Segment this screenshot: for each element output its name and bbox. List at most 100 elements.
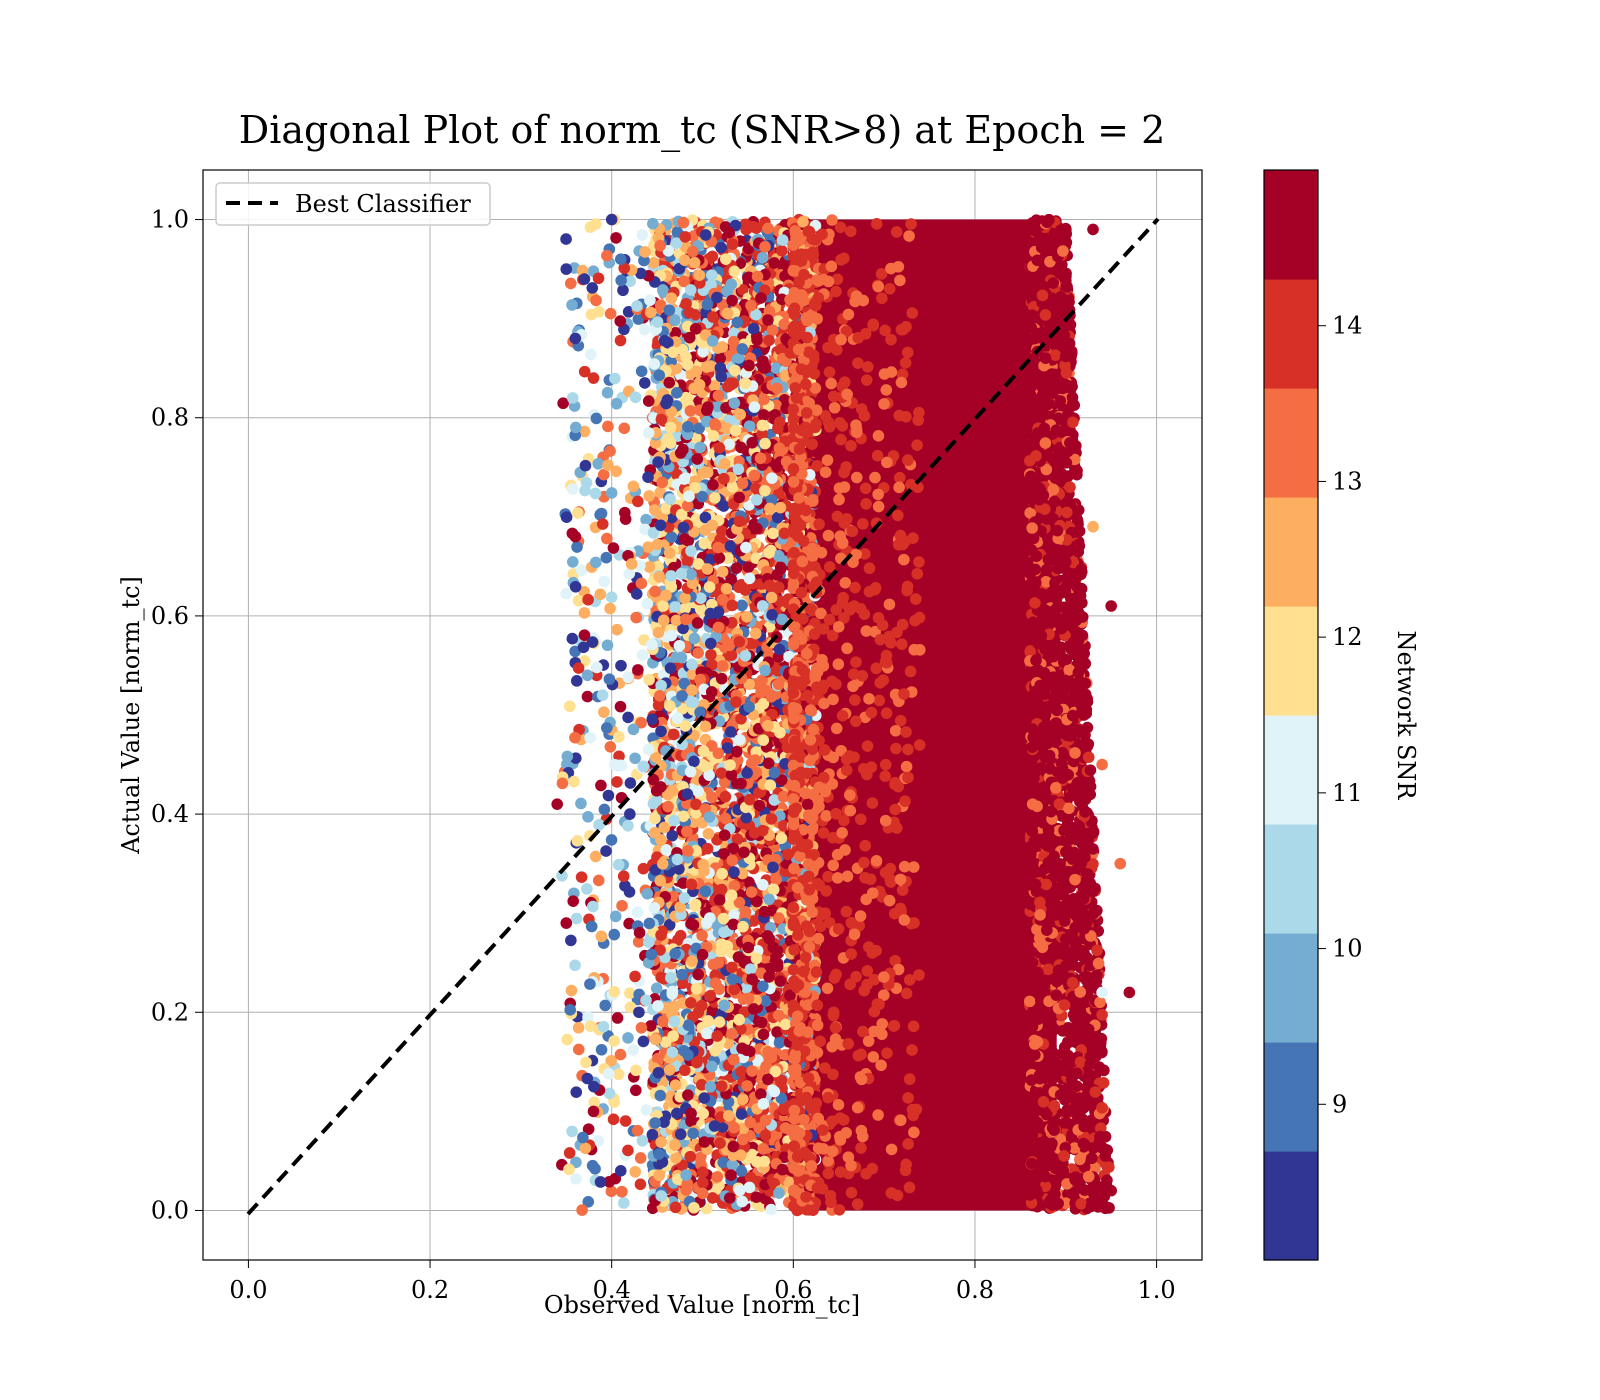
scatter-point bbox=[744, 963, 757, 975]
scatter-point bbox=[699, 885, 712, 898]
scatter-point bbox=[704, 990, 717, 1002]
scatter-point bbox=[674, 1128, 687, 1140]
scatter-point bbox=[669, 314, 681, 327]
scatter-point bbox=[716, 660, 729, 672]
scatter-point bbox=[724, 1192, 736, 1204]
scatter-point bbox=[694, 592, 707, 604]
scatter-point bbox=[725, 649, 738, 662]
scatter-point bbox=[653, 571, 666, 583]
scatter-point bbox=[750, 222, 763, 234]
scatter-point bbox=[737, 1093, 749, 1106]
scatter-point bbox=[735, 1108, 748, 1120]
scatter-point bbox=[654, 874, 667, 887]
scatter-point bbox=[756, 878, 769, 891]
scatter-point bbox=[663, 376, 676, 389]
scatter-point bbox=[725, 889, 738, 901]
scatter-point bbox=[776, 1163, 789, 1176]
scatter-point bbox=[685, 1107, 697, 1120]
scatter-point bbox=[666, 829, 679, 842]
scatter-point bbox=[669, 947, 681, 960]
scatter-point bbox=[763, 971, 775, 983]
scatter-point bbox=[735, 1065, 748, 1078]
scatter-point bbox=[654, 486, 666, 499]
scatter-point bbox=[681, 788, 694, 800]
scatter-point bbox=[694, 441, 706, 454]
scatter-point bbox=[743, 1181, 756, 1194]
scatter-point bbox=[717, 500, 730, 512]
scatter-point bbox=[740, 218, 752, 231]
scatter-point bbox=[712, 541, 724, 554]
scatter-point bbox=[756, 251, 769, 264]
scatter-point bbox=[729, 424, 742, 437]
scatter-point bbox=[689, 900, 701, 912]
scatter-point bbox=[704, 1081, 717, 1093]
scatter-point bbox=[762, 222, 774, 235]
scatter-point bbox=[666, 784, 679, 797]
scatter-point bbox=[655, 413, 668, 426]
scatter-point bbox=[667, 346, 679, 358]
scatter-point bbox=[766, 609, 778, 621]
scatter-point bbox=[649, 585, 661, 598]
scatter-point bbox=[664, 972, 677, 984]
scatter-point bbox=[688, 256, 701, 269]
scatter-point bbox=[725, 961, 738, 974]
scatter-point bbox=[739, 377, 752, 390]
scatter-point bbox=[680, 1184, 693, 1196]
scatter-point bbox=[715, 241, 727, 254]
scatter-point bbox=[711, 1030, 724, 1042]
scatter-point bbox=[757, 409, 770, 421]
scatter-point bbox=[749, 627, 762, 640]
scatter-point bbox=[712, 389, 725, 402]
scatter-point bbox=[686, 955, 698, 967]
scatter-point bbox=[724, 540, 737, 552]
scatter-point bbox=[669, 601, 681, 613]
scatter-point bbox=[706, 1060, 718, 1073]
scatter-point bbox=[767, 861, 779, 874]
scatter-point bbox=[705, 269, 718, 281]
scatter-point bbox=[708, 1120, 721, 1132]
scatter-point bbox=[733, 1013, 746, 1026]
scatter-point bbox=[697, 745, 710, 758]
scatter-point bbox=[707, 958, 720, 971]
scatter-point bbox=[686, 658, 698, 671]
scatter-point bbox=[706, 519, 719, 532]
scatter-point bbox=[690, 982, 703, 995]
scatter-point bbox=[738, 846, 750, 859]
scatter-point bbox=[684, 405, 697, 417]
scatter-point bbox=[776, 244, 788, 257]
scatter-point bbox=[750, 952, 763, 965]
scatter-point bbox=[773, 1187, 785, 1199]
scatter-point bbox=[705, 648, 717, 661]
scatter-point bbox=[698, 537, 711, 550]
scatter-point bbox=[688, 632, 701, 645]
scatter-point bbox=[665, 570, 677, 582]
scatter-point bbox=[711, 1171, 724, 1183]
scatter-point bbox=[703, 811, 716, 823]
scatter-point bbox=[665, 292, 678, 304]
scatter-point bbox=[757, 1028, 770, 1041]
scatter-point bbox=[771, 511, 784, 524]
scatter-point bbox=[678, 533, 691, 545]
scatter-point bbox=[741, 610, 753, 623]
scatter-point bbox=[737, 1133, 749, 1146]
scatter-point bbox=[746, 1065, 758, 1077]
scatter-point bbox=[726, 854, 739, 867]
scatter-point bbox=[748, 401, 761, 413]
scatter-point bbox=[773, 416, 786, 428]
scatter-point bbox=[664, 493, 676, 505]
scatter-point bbox=[734, 408, 746, 421]
scatter-point bbox=[736, 477, 749, 490]
scatter-point bbox=[773, 643, 786, 656]
scatter-point bbox=[739, 584, 752, 596]
scatter-point bbox=[721, 307, 734, 320]
scatter-point bbox=[703, 581, 716, 593]
scatter-point bbox=[648, 902, 661, 914]
scatter-point bbox=[728, 983, 741, 996]
scatter-point bbox=[735, 441, 747, 454]
scatter-point bbox=[702, 828, 715, 840]
scatter-point bbox=[656, 476, 669, 489]
scatter-point bbox=[759, 1129, 772, 1141]
scatter-point bbox=[747, 322, 760, 335]
scatter-point bbox=[725, 769, 738, 781]
scatter-point bbox=[690, 365, 703, 378]
